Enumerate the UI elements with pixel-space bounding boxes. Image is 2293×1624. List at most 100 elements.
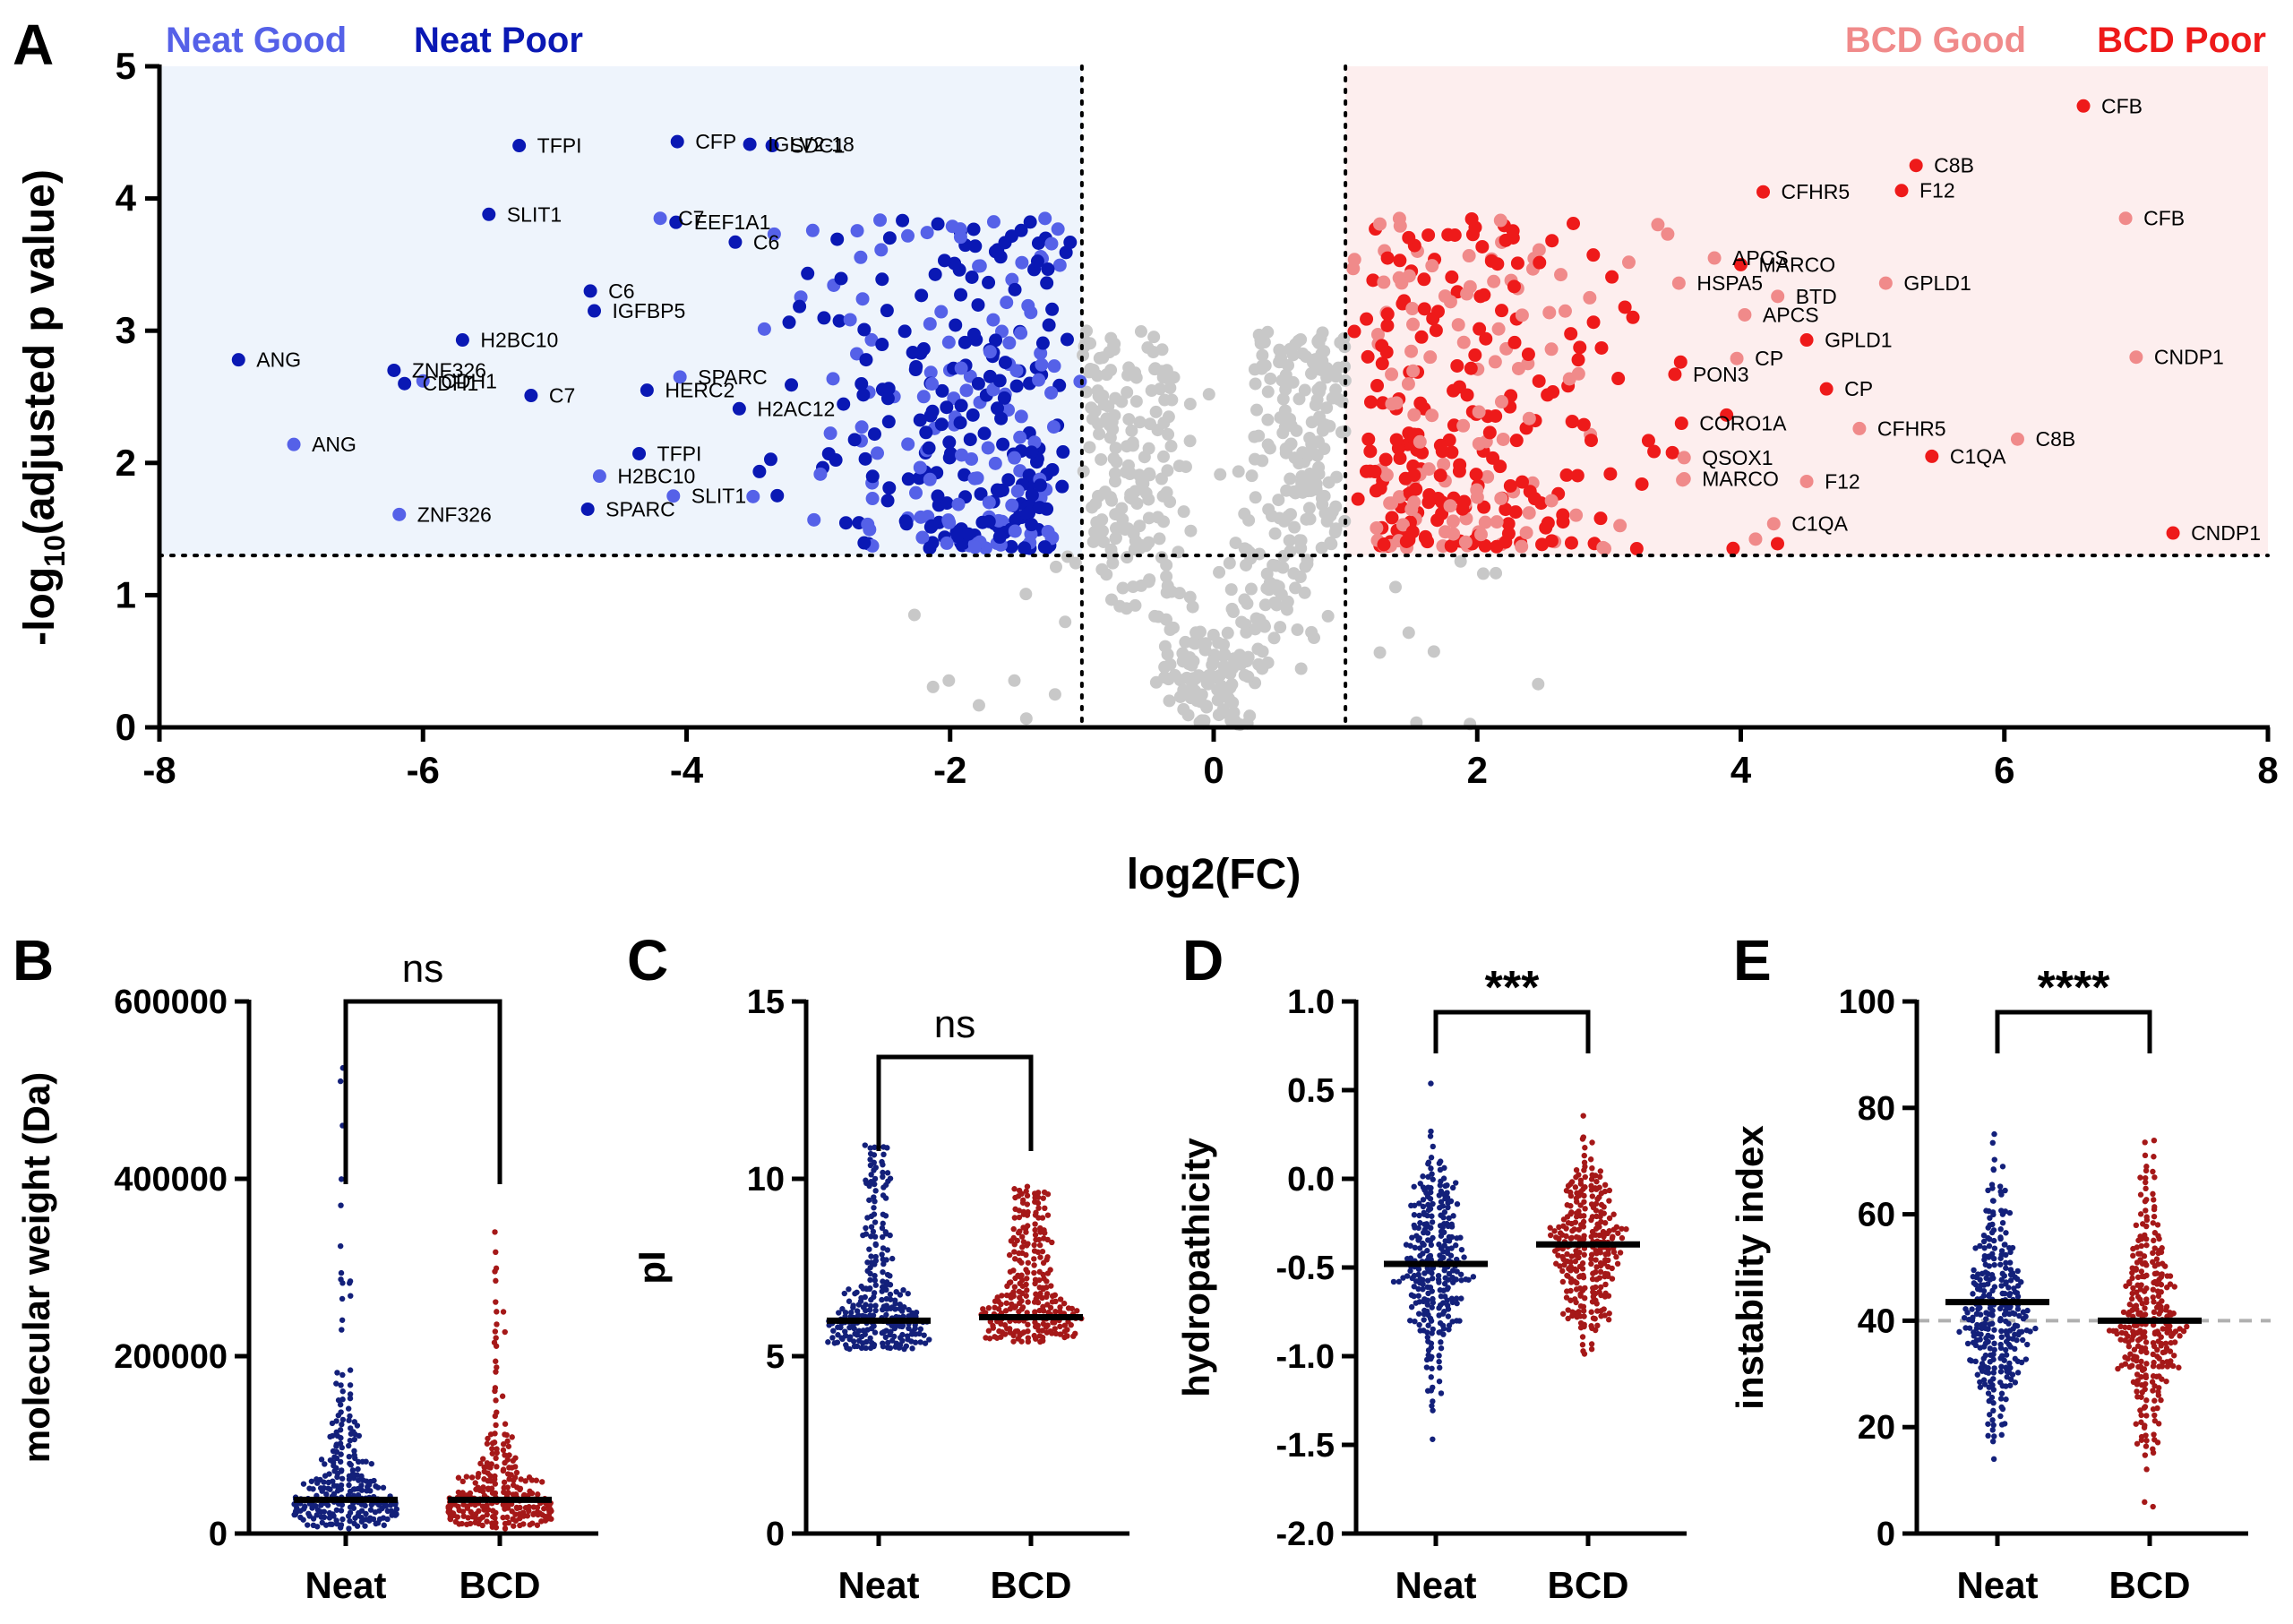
ns-point (1238, 668, 1251, 682)
neat-point (867, 1312, 873, 1319)
bcd-good-point (1373, 217, 1387, 231)
neat-point (2011, 1310, 2018, 1317)
bcd-point (2143, 1466, 2150, 1473)
neat-point (1425, 1237, 1431, 1243)
bcd-point (504, 1505, 511, 1511)
y-tick-label: 0 (766, 1516, 785, 1553)
bcd-point (2138, 1348, 2144, 1354)
bcd-point (1581, 1152, 1587, 1159)
ns-point (1141, 341, 1155, 355)
bcd-point (1602, 1312, 1608, 1319)
bcd-point (2139, 1389, 2145, 1396)
neat-point (867, 1162, 874, 1169)
bcd-point (1576, 1226, 1583, 1233)
neat-point (846, 1298, 853, 1304)
neat-point (867, 1145, 873, 1151)
neat-point (1446, 1327, 1452, 1333)
labeled-point (512, 139, 527, 153)
labeled-point (1771, 289, 1785, 304)
bcd-poor-point (1421, 228, 1436, 242)
neat-point (1417, 1280, 1423, 1286)
bcd-point (1037, 1254, 1043, 1260)
bcd-point (2129, 1290, 2135, 1297)
neat-point (393, 1506, 400, 1512)
y-axis-title: hydropathicity (1175, 1138, 1217, 1397)
ns-point (1158, 660, 1172, 674)
bcd-point (493, 1358, 499, 1364)
bcd-good-point (1413, 434, 1427, 449)
bcd-point (460, 1501, 467, 1508)
neat-point (313, 1512, 320, 1518)
neat-poor-point (966, 327, 981, 341)
bcd-point (1582, 1206, 1588, 1212)
bcd-point (1565, 1220, 1572, 1226)
bcd-poor-point (1347, 324, 1361, 339)
y-tick-label: 0.0 (1287, 1161, 1335, 1199)
labeled-point (524, 389, 538, 403)
ns-point (1454, 554, 1467, 568)
ns-point (1148, 609, 1162, 623)
neat-point (2003, 1251, 2009, 1259)
bcd-point (2122, 1354, 2128, 1361)
neat-good-point (973, 259, 987, 273)
neat-point (1988, 1352, 1994, 1358)
gene-label: H2AC12 (757, 397, 835, 420)
bcd-point (2131, 1346, 2138, 1353)
bcd-point (494, 1409, 500, 1415)
neat-poor-point (958, 335, 972, 349)
neat-poor-point (931, 217, 945, 231)
neat-point (1978, 1364, 1984, 1371)
bcd-point (1605, 1247, 1611, 1253)
neat-point (358, 1518, 365, 1525)
bcd-point (1057, 1296, 1064, 1302)
neat-point (1411, 1272, 1418, 1279)
bcd-point (546, 1505, 553, 1512)
bcd-poor-point (1508, 505, 1523, 520)
bcd-point (1032, 1336, 1039, 1342)
ns-point (1049, 560, 1062, 573)
bcd-point (502, 1452, 508, 1458)
bcd-point (2123, 1283, 2129, 1289)
neat-point (879, 1224, 886, 1232)
neat-poor-point (1060, 332, 1074, 347)
bcd-point (492, 1229, 498, 1235)
bcd-point (535, 1491, 541, 1498)
labeled-point (583, 284, 597, 298)
bcd-point (1565, 1307, 1571, 1313)
ns-point (1290, 424, 1303, 437)
bcd-point (501, 1489, 507, 1496)
bcd-poor-point (1351, 492, 1365, 506)
neat-point (1454, 1300, 1460, 1307)
neat-point (1424, 1302, 1430, 1308)
neat-point (1991, 1261, 1997, 1268)
bcd-point (2138, 1419, 2144, 1425)
neat-point (350, 1505, 357, 1511)
bcd-point (459, 1490, 466, 1496)
bcd-point (1024, 1242, 1030, 1249)
labeled-point (1734, 257, 1748, 271)
neat-poor-point (965, 270, 979, 284)
neat-poor-point (1004, 539, 1018, 554)
bcd-point (2159, 1245, 2165, 1251)
gene-label: QSOX1 (1702, 446, 1773, 469)
bcd-point (2131, 1322, 2138, 1328)
neat-good-point (923, 317, 937, 331)
bcd-good-point (1405, 302, 1420, 316)
bcd-point (1579, 1342, 1586, 1348)
neat-point (1980, 1377, 1988, 1383)
neat-good-point (1052, 258, 1067, 272)
neat-point (1430, 1176, 1436, 1182)
significance-label: *** (1485, 962, 1540, 1014)
gene-label: GPLD1 (1903, 271, 1971, 295)
bcd-point (1031, 1242, 1037, 1249)
bcd-poor-point (1541, 388, 1555, 402)
neat-point (392, 1512, 399, 1518)
bcd-point (2126, 1343, 2133, 1350)
neat-point (1413, 1300, 1420, 1306)
bcd-good-point (1383, 496, 1397, 511)
neat-good-point (982, 495, 996, 510)
bcd-point (1615, 1230, 1621, 1236)
bcd-point (990, 1325, 997, 1331)
bcd-good-point (1470, 483, 1484, 497)
